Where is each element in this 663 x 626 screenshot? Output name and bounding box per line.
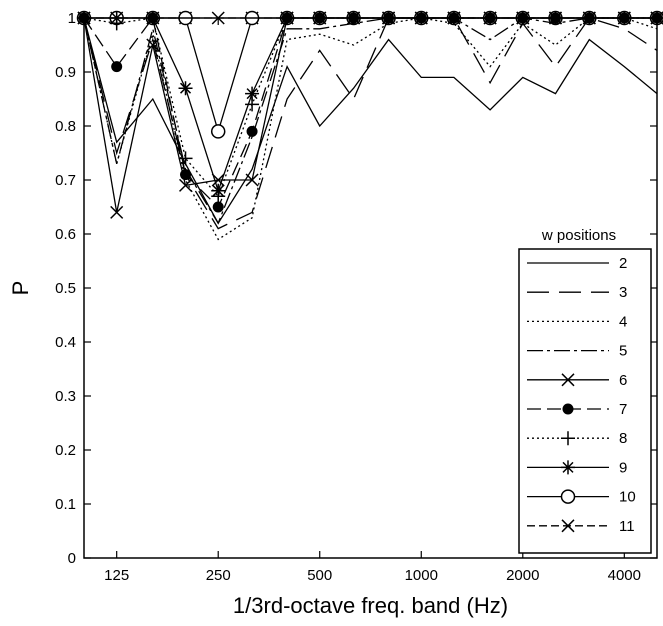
- series-9-point-5: [245, 86, 260, 101]
- x-tick-label-3: 1000: [405, 567, 438, 584]
- y-tick-label-7: 0.7: [55, 172, 76, 189]
- legend-label-2: 2: [619, 255, 627, 272]
- legend-box: [518, 248, 652, 554]
- legend-label-6: 6: [619, 372, 627, 389]
- x-tick-label-0: 125: [104, 567, 129, 584]
- series-2: [83, 17, 658, 225]
- series-8-point-5: [245, 97, 260, 112]
- series-7-point-5: [246, 125, 258, 137]
- series-7-point-4: [212, 201, 224, 213]
- y-tick-label-6: 0.6: [55, 226, 76, 243]
- legend-entry-2: 2: [527, 255, 627, 272]
- legend-label-7: 7: [619, 401, 627, 418]
- legend-entry-6: 6: [527, 372, 627, 389]
- series-6-point-4: [211, 173, 225, 187]
- y-tick-label-10: 1: [68, 10, 76, 27]
- legend-entry-4: 4: [527, 313, 627, 330]
- y-tick-label-1: 0.1: [55, 496, 76, 513]
- legend-label-4: 4: [619, 313, 627, 330]
- y-axis-title: P: [8, 281, 33, 296]
- legend-entry-5: 5: [527, 343, 627, 360]
- series-4-line: [83, 17, 658, 241]
- y-tick-label-3: 0.3: [55, 388, 76, 405]
- series-2-line: [83, 17, 658, 225]
- y-tick-label-5: 0.5: [55, 280, 76, 297]
- legend-entry-11: 11: [527, 518, 635, 535]
- legend-label-9: 9: [619, 459, 627, 476]
- legend-label-11: 11: [619, 518, 635, 535]
- x-tick-label-1: 250: [206, 567, 231, 584]
- x-tick-label-4: 2000: [506, 567, 539, 584]
- y-tick-label-8: 0.8: [55, 118, 76, 135]
- legend-label-8: 8: [619, 430, 627, 447]
- legend-entry-8: 8: [527, 430, 627, 447]
- legend-label-10: 10: [619, 489, 636, 506]
- legend-marker-8: [561, 431, 575, 446]
- series-5: [83, 17, 657, 225]
- legend-marker-9: [561, 460, 575, 475]
- x-tick-label-5: 4000: [608, 567, 641, 584]
- legend-marker-10: [560, 489, 576, 504]
- series-9-point-3: [178, 81, 193, 96]
- legend-marker-11: [561, 519, 575, 533]
- series-10-point-4: [210, 124, 226, 139]
- legend-entry-3: 3: [527, 284, 627, 301]
- series-8-point-4: [211, 189, 226, 204]
- y-tick-label-9: 0.9: [55, 64, 76, 81]
- legend-label-5: 5: [619, 343, 627, 360]
- y-tick-label-4: 0.4: [55, 334, 76, 351]
- legend-title: w positions: [541, 227, 616, 244]
- legend-marker-6: [561, 373, 575, 387]
- legend-entry-10: 10: [527, 489, 636, 506]
- legend-entry-9: 9: [527, 459, 627, 476]
- series-6-point-1: [110, 205, 124, 219]
- y-tick-label-2: 0.2: [55, 442, 76, 459]
- x-tick-label-2: 500: [307, 567, 332, 584]
- legend-entry-7: 7: [527, 401, 627, 418]
- series-4: [83, 17, 658, 241]
- legend-label-3: 3: [619, 284, 627, 301]
- y-tick-label-0: 0: [68, 550, 76, 567]
- x-axis-title: 1/3rd-octave freq. band (Hz): [233, 593, 508, 618]
- legend-marker-7: [562, 403, 574, 415]
- series-5-line: [83, 17, 657, 225]
- series-7-point-1: [111, 61, 123, 73]
